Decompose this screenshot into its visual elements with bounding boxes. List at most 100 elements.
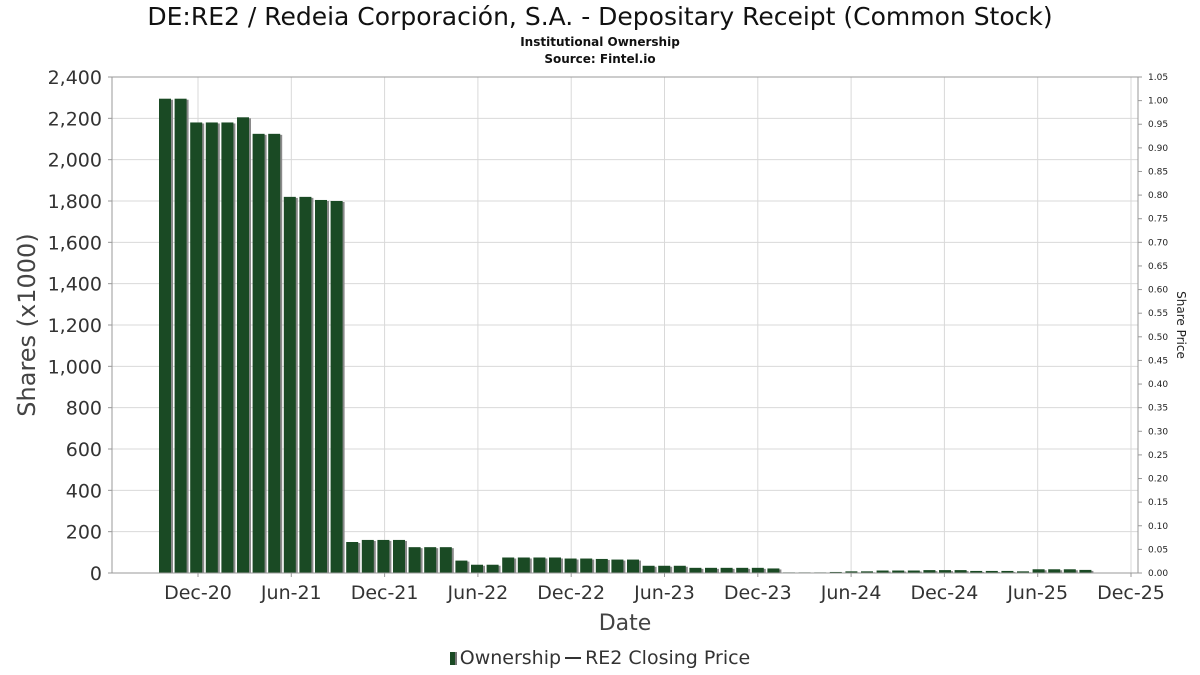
- y2-tick-label: 0.05: [1148, 545, 1168, 555]
- secondary-y-axis-label: Share Price: [1174, 291, 1188, 359]
- x-tick-label: Jun-24: [820, 582, 882, 604]
- ownership-bar: [611, 559, 624, 573]
- y2-tick-label: 0.60: [1148, 286, 1168, 296]
- y-tick-label: 1,000: [48, 356, 102, 378]
- x-tick-label: Jun-23: [633, 582, 695, 604]
- y2-tick-label: 0.50: [1148, 333, 1168, 343]
- ownership-bar: [627, 559, 639, 573]
- y-tick-label: 200: [66, 522, 102, 544]
- y-tick-label: 2,000: [48, 150, 102, 172]
- x-tick-label: Dec-23: [724, 582, 792, 604]
- ownership-bar: [471, 564, 483, 573]
- ownership-bar: [751, 567, 764, 573]
- ownership-bar: [595, 558, 608, 573]
- ownership-bar: [580, 558, 593, 573]
- ownership-bar: [517, 557, 530, 573]
- y-tick-label: 1,200: [48, 315, 102, 337]
- y-tick-label: 1,800: [48, 191, 102, 213]
- secondary-y-axis-ticks: 0.00 0.05 0.10 0.15 0.20 0.25 0.30 0.35 0.40 0.45…: [1138, 73, 1168, 579]
- ownership-bar: [315, 199, 327, 573]
- ownership-bar: [330, 201, 343, 573]
- x-tick-label: Jun-21: [260, 582, 322, 604]
- ownership-bar: [642, 565, 655, 573]
- ownership-bar: [361, 539, 374, 573]
- ownership-bar: [564, 558, 577, 573]
- ownership-bar: [954, 570, 967, 573]
- ownership-bar: [939, 570, 951, 573]
- y2-tick-label: 0.95: [1148, 120, 1168, 130]
- x-axis-label: Date: [599, 611, 652, 636]
- y2-tick-label: 1.00: [1148, 97, 1168, 107]
- ownership-bar: [1017, 571, 1029, 573]
- ownership-bar: [736, 567, 749, 573]
- ownership-bar: [486, 564, 499, 573]
- y-tick-label: 600: [66, 439, 102, 461]
- ownership-bar: [205, 122, 218, 573]
- y2-tick-label: 0.65: [1148, 262, 1168, 272]
- y2-tick-label: 0.20: [1148, 475, 1168, 485]
- ownership-legend-swatch: [449, 652, 457, 665]
- y2-tick-label: 0.15: [1148, 498, 1168, 508]
- ownership-bar: [455, 560, 468, 573]
- y-tick-label: 400: [66, 480, 102, 502]
- ownership-bar: [346, 542, 359, 573]
- chart-subtitle: Institutional Ownership: [520, 35, 680, 49]
- ownership-bar: [408, 547, 421, 573]
- ownership-bar: [1063, 569, 1076, 573]
- ownership-bar: [876, 570, 889, 573]
- ownership-bar: [985, 570, 998, 573]
- ownership-bar: [689, 567, 702, 573]
- y2-tick-label: 0.40: [1148, 380, 1168, 390]
- grid-lines: [112, 76, 1138, 574]
- ownership-bar: [829, 571, 842, 573]
- price-legend-swatch: [565, 657, 582, 659]
- x-tick-label: Dec-22: [537, 582, 605, 604]
- ownership-bar: [923, 570, 936, 573]
- y2-tick-label: 0.25: [1148, 451, 1168, 461]
- x-tick-label: Jun-25: [1006, 582, 1068, 604]
- ownership-bar: [252, 133, 265, 574]
- chart-title: DE:RE2 / Redeia Corporación, S.A. - Depo…: [147, 2, 1053, 31]
- y2-tick-label: 0.70: [1148, 238, 1168, 248]
- y2-tick-label: 0.90: [1148, 144, 1168, 154]
- y-axis-label: Shares (x1000): [13, 233, 41, 416]
- y-tick-label: 0: [90, 563, 102, 585]
- ownership-bar: [970, 570, 983, 573]
- chart-canvas: 0 200 400 600 800 1,000 1,200 1,400 1,600 1,800 2,…: [13, 67, 1188, 636]
- ownership-bar: [159, 98, 171, 573]
- ownership-bar: [845, 571, 858, 573]
- y-tick-label: 2,200: [48, 108, 102, 130]
- ownership-bar: [673, 565, 686, 573]
- y2-tick-label: 0.00: [1148, 569, 1168, 579]
- ownership-bar: [720, 567, 733, 573]
- ownership-bar: [658, 565, 671, 573]
- y-tick-label: 2,400: [48, 67, 102, 89]
- y2-tick-label: 0.75: [1148, 215, 1168, 225]
- y2-tick-label: 0.80: [1148, 191, 1168, 201]
- ownership-bar: [1048, 569, 1061, 573]
- ownership-bar: [892, 570, 905, 573]
- ownership-bar: [268, 133, 281, 574]
- y2-tick-label: 0.55: [1148, 309, 1168, 319]
- x-axis-ticks: Dec-20 Jun-21 Dec-21 Jun-22 Dec-22 Jun-23 Dec-…: [164, 573, 1165, 604]
- ownership-bar: [1001, 570, 1014, 573]
- ownership-bar: [377, 539, 390, 573]
- ownership-legend-label: Ownership: [459, 647, 562, 669]
- x-tick-label: Jun-22: [447, 582, 509, 604]
- ownership-bar: [174, 98, 187, 573]
- ownership-bar: [1079, 569, 1092, 573]
- ownership-bar: [767, 568, 780, 573]
- y-tick-label: 800: [66, 398, 102, 420]
- y2-tick-label: 1.05: [1148, 73, 1168, 83]
- chart-source: Source: Fintel.io: [544, 52, 656, 66]
- ownership-bar: [1032, 569, 1045, 573]
- ownership-bar: [533, 557, 546, 573]
- y2-tick-label: 0.30: [1148, 427, 1168, 437]
- ownership-bar: [237, 117, 249, 574]
- chart-legend: Ownership RE2 Closing Price: [0, 647, 1200, 669]
- ownership-bar: [283, 196, 296, 573]
- ownership-bars: [159, 98, 1094, 574]
- ownership-bar: [907, 570, 920, 573]
- ownership-bar: [439, 547, 452, 573]
- ownership-bar: [221, 122, 234, 573]
